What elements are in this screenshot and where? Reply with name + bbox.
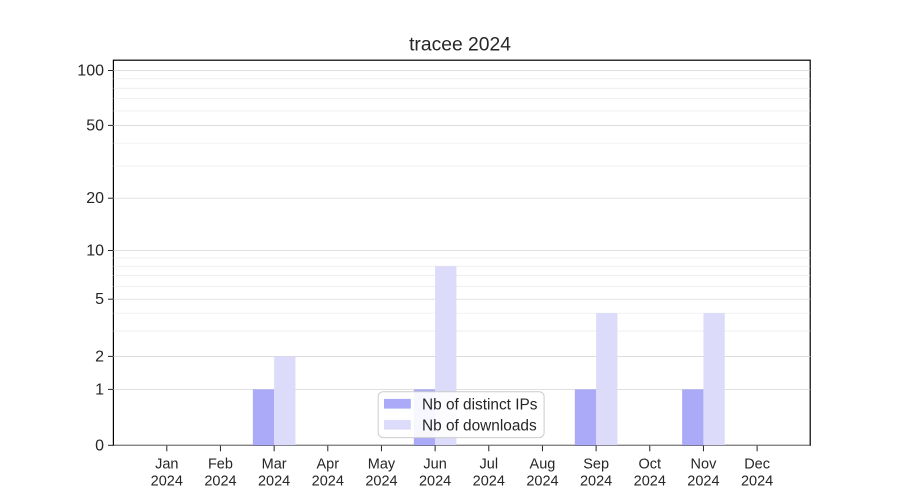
svg-text:2024: 2024	[365, 473, 397, 489]
svg-text:2024: 2024	[634, 473, 666, 489]
svg-text:1: 1	[95, 381, 104, 398]
svg-text:Feb: Feb	[208, 456, 233, 472]
svg-text:2024: 2024	[151, 473, 183, 489]
svg-text:5: 5	[95, 291, 104, 308]
svg-text:2024: 2024	[419, 473, 451, 489]
svg-text:Sep: Sep	[583, 456, 609, 472]
svg-text:Aug: Aug	[530, 456, 556, 472]
svg-text:2024: 2024	[580, 473, 612, 489]
svg-text:Jul: Jul	[480, 456, 499, 472]
svg-text:Apr: Apr	[317, 456, 340, 472]
svg-text:May: May	[368, 456, 396, 472]
svg-text:2024: 2024	[258, 473, 290, 489]
svg-text:2024: 2024	[473, 473, 505, 489]
svg-text:2024: 2024	[204, 473, 236, 489]
svg-text:2024: 2024	[741, 473, 773, 489]
svg-text:Dec: Dec	[744, 456, 770, 472]
svg-text:Nb of downloads: Nb of downloads	[422, 418, 537, 435]
svg-text:10: 10	[86, 243, 104, 260]
svg-text:Mar: Mar	[262, 456, 287, 472]
svg-text:Jan: Jan	[155, 456, 178, 472]
svg-text:2024: 2024	[687, 473, 719, 489]
svg-text:100: 100	[77, 63, 104, 80]
svg-text:Oct: Oct	[638, 456, 661, 472]
svg-text:2: 2	[95, 348, 104, 365]
svg-text:tracee 2024: tracee 2024	[409, 35, 511, 56]
svg-text:2024: 2024	[312, 473, 344, 489]
svg-text:0: 0	[95, 437, 104, 454]
svg-text:50: 50	[86, 117, 104, 134]
svg-text:Nb of distinct IPs: Nb of distinct IPs	[422, 397, 538, 414]
svg-text:2024: 2024	[526, 473, 558, 489]
svg-text:Nov: Nov	[691, 456, 718, 472]
svg-text:Jun: Jun	[423, 456, 446, 472]
svg-text:20: 20	[86, 190, 104, 207]
